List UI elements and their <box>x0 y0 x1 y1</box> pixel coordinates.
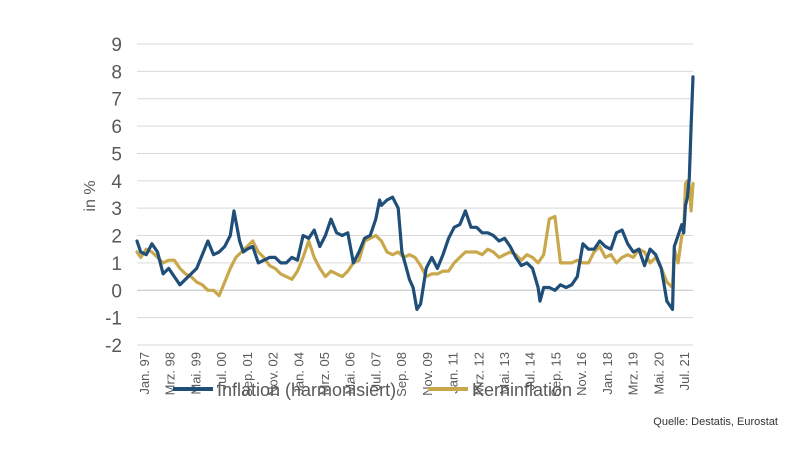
series-line-inflation <box>135 75 695 311</box>
y-tick-label: 4 <box>111 172 122 193</box>
x-tick-label: Nov. 09 <box>420 352 435 396</box>
series-lines <box>135 75 695 311</box>
x-axis-ticks: Jan. 97 Mrz. 98 Mai. 99 Jul. 00 Sep. 01 Nov. … <box>137 352 692 397</box>
x-tick-label: Jan. 04 <box>291 352 306 395</box>
x-tick-label: Mrz. 19 <box>626 352 641 395</box>
y-axis-ticks: 9 8 7 6 5 4 3 2 1 0 -1 -2 <box>105 35 122 357</box>
x-tick-label: Mrz. 98 <box>163 352 178 395</box>
y-tick-label: 8 <box>111 62 122 83</box>
legend: Inflation (harmonisiert) Kerninflation <box>173 380 572 400</box>
y-tick-label: 1 <box>111 254 122 275</box>
x-tick-label: Mai. 06 <box>343 352 358 395</box>
y-tick-label: 3 <box>111 199 122 220</box>
x-tick-label: Mrz. 05 <box>317 352 332 395</box>
x-tick-label: Sep. 15 <box>548 352 563 397</box>
legend-label: Inflation (harmonisiert) <box>217 380 396 400</box>
y-tick-label: 0 <box>111 281 122 302</box>
x-tick-label: Mai. 20 <box>651 352 666 395</box>
gridlines <box>137 43 693 346</box>
x-tick-label: Jul. 00 <box>214 352 229 390</box>
y-tick-label: 9 <box>111 35 122 56</box>
y-tick-label: 5 <box>111 144 122 165</box>
x-tick-label: Jan. 11 <box>446 352 461 394</box>
y-tick-label: 6 <box>111 117 122 138</box>
legend-label: Kerninflation <box>472 380 572 400</box>
y-axis-label: in % <box>82 180 99 211</box>
x-tick-label: Jul. 21 <box>677 352 692 390</box>
source-note: Quelle: Destatis, Eurostat <box>653 416 778 428</box>
y-tick-label: 2 <box>111 227 122 248</box>
x-tick-label: Jul. 14 <box>523 352 538 390</box>
x-tick-label: Sep. 08 <box>394 352 409 397</box>
x-tick-label: Mai. 99 <box>188 352 203 395</box>
x-tick-label: Sep. 01 <box>240 352 255 397</box>
x-tick-label: Jan. 97 <box>137 352 152 395</box>
x-tick-label: Mai. 13 <box>497 352 512 395</box>
x-tick-label: Mrz. 12 <box>471 352 486 395</box>
series-line-kerninflation <box>135 179 695 298</box>
x-tick-label: Jul. 07 <box>368 352 383 390</box>
y-tick-label: 7 <box>111 90 122 111</box>
x-tick-label: Jan. 18 <box>600 352 615 395</box>
x-tick-label: Nov. 02 <box>266 352 281 396</box>
x-tick-label: Nov. 16 <box>574 352 589 396</box>
y-tick-label: -2 <box>105 336 122 357</box>
y-tick-label: -1 <box>105 309 122 330</box>
